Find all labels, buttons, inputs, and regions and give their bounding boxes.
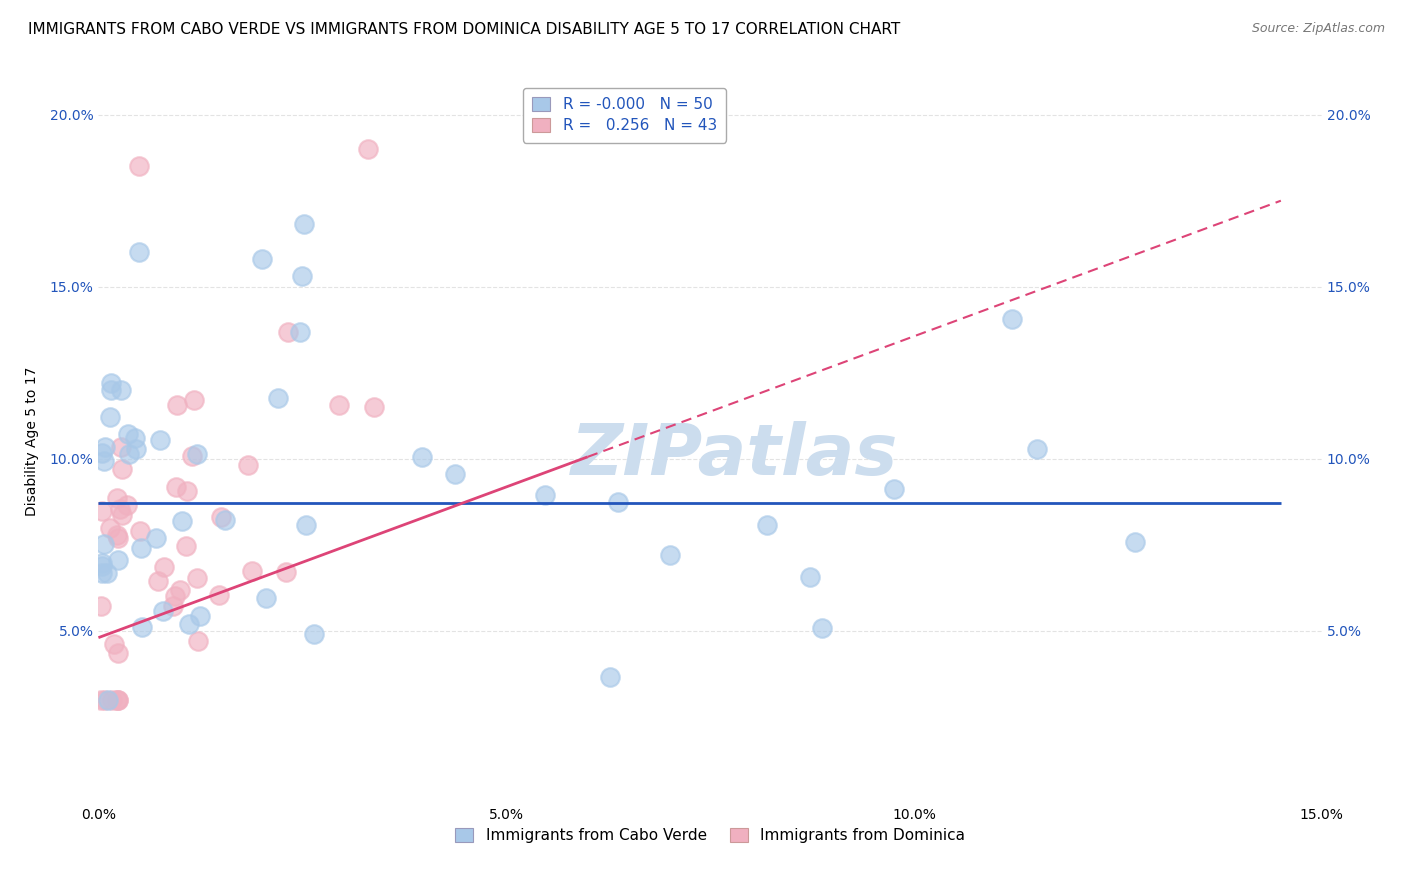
Point [180,449,202,463]
Point [117,499,139,513]
Point [128,159,150,173]
Point [356,142,378,156]
Point [105,491,128,506]
Point [290,325,312,339]
Point [93,454,115,468]
Point [107,646,129,660]
Point [444,467,467,481]
Point [100,409,122,424]
Point [162,599,184,614]
Point [111,508,134,522]
Point [111,462,134,476]
Point [1026,442,1049,457]
Point [107,692,129,706]
Point [186,634,208,648]
Point [96,566,118,581]
Point [254,591,277,605]
Point [276,565,298,579]
Point [240,565,263,579]
Point [165,479,187,493]
Point [214,513,236,527]
Point [292,217,315,231]
Point [117,427,139,442]
Point [105,528,128,542]
Point [190,609,212,624]
Point [1001,312,1024,326]
Point [607,495,630,509]
Point [411,450,433,464]
Point [118,446,141,460]
Point [100,383,122,397]
Point [103,637,125,651]
Point [267,392,290,406]
Point [291,269,314,284]
Point [166,398,188,412]
Text: IMMIGRANTS FROM CABO VERDE VS IMMIGRANTS FROM DOMINICA DISABILITY AGE 5 TO 17 CO: IMMIGRANTS FROM CABO VERDE VS IMMIGRANTS… [28,22,900,37]
Point [107,692,129,706]
Point [658,549,681,563]
Text: Source: ZipAtlas.com: Source: ZipAtlas.com [1251,22,1385,36]
Point [91,558,114,573]
Point [107,692,129,706]
Point [183,392,205,407]
Point [100,376,122,390]
Point [94,692,117,706]
Point [98,521,121,535]
Point [799,569,821,583]
Point [108,501,131,516]
Point [294,518,316,533]
Point [176,483,198,498]
Point [153,559,176,574]
Point [328,398,350,412]
Point [110,440,132,454]
Point [101,692,124,706]
Point [129,524,152,539]
Point [208,589,231,603]
Point [90,599,112,613]
Point [165,589,187,603]
Point [91,446,114,460]
Point [93,537,115,551]
Point [179,617,201,632]
Point [302,627,325,641]
Point [1123,535,1146,549]
Point [149,434,172,448]
Point [90,692,112,706]
Point [91,566,114,581]
Point [186,447,208,461]
Point [186,571,208,585]
Point [238,458,260,473]
Point [110,384,132,398]
Point [131,620,153,634]
Point [128,245,150,260]
Point [169,582,191,597]
Point [363,400,385,414]
Point [250,252,273,267]
Point [174,539,197,553]
Point [91,556,114,570]
Point [125,442,148,457]
Point [146,574,169,588]
Point [94,440,117,454]
Point [883,482,905,496]
Point [124,431,146,445]
Point [90,504,112,518]
Point [97,692,120,706]
Point [170,514,193,528]
Point [811,621,834,635]
Point [599,670,621,684]
Point [533,488,555,502]
Point [209,509,232,524]
Point [107,553,129,567]
Point [152,604,174,618]
Point [755,518,778,533]
Point [145,532,167,546]
Point [107,531,129,545]
Point [129,541,152,556]
Text: ZIPatlas: ZIPatlas [571,422,898,491]
Point [277,325,299,339]
Legend: Immigrants from Cabo Verde, Immigrants from Dominica: Immigrants from Cabo Verde, Immigrants f… [449,822,972,849]
Y-axis label: Disability Age 5 to 17: Disability Age 5 to 17 [24,367,38,516]
